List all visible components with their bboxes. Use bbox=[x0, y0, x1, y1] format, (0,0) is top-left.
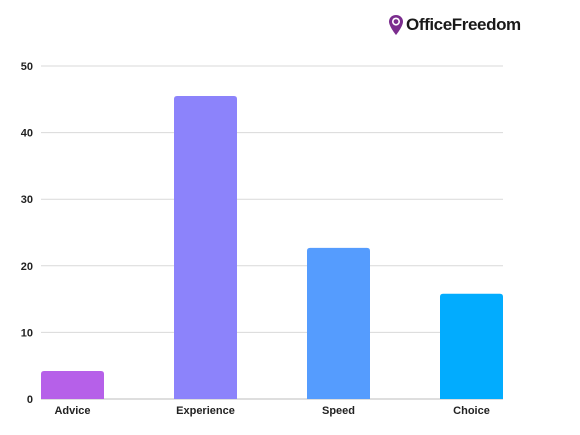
brand-name: OfficeFreedom bbox=[406, 15, 521, 34]
y-tick-label: 50 bbox=[21, 61, 33, 73]
bar-speed bbox=[307, 247, 370, 399]
y-tick-label: 30 bbox=[21, 194, 33, 206]
x-tick-label: Speed bbox=[322, 405, 355, 417]
bar-experience bbox=[174, 95, 237, 399]
y-tick-label: 20 bbox=[21, 261, 33, 273]
x-tick-label: Advice bbox=[54, 405, 90, 417]
location-pin-icon bbox=[389, 15, 403, 35]
y-tick-label: 40 bbox=[21, 128, 33, 140]
y-tick-label: 10 bbox=[21, 327, 33, 339]
brand-logo: OfficeFreedom bbox=[388, 12, 521, 38]
y-tick-label: 0 bbox=[27, 394, 33, 406]
x-tick-label: Choice bbox=[453, 405, 490, 417]
x-tick-label: Experience bbox=[176, 405, 235, 417]
bar-advice bbox=[41, 371, 104, 399]
bar-choice bbox=[440, 293, 503, 399]
